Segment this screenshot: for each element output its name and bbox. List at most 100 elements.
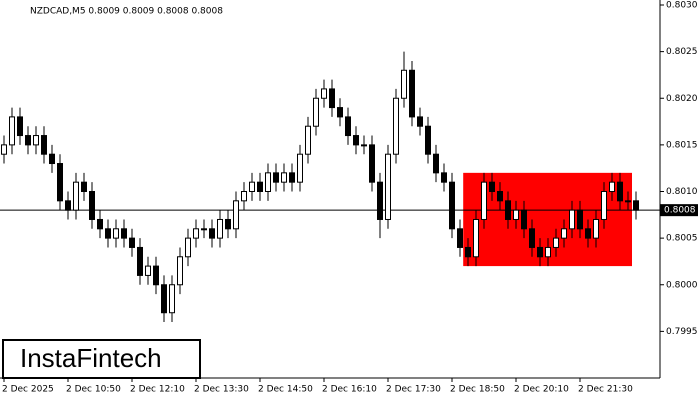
candle-body: [9, 116, 15, 146]
candle-body: [33, 135, 39, 146]
y-tick-label: 0.8020: [666, 94, 698, 104]
candle-body: [153, 265, 159, 286]
candle-body: [401, 69, 407, 99]
candle-body: [561, 228, 567, 239]
plot-area: [0, 51, 660, 323]
candle-body: [121, 228, 127, 239]
candle-body: [513, 209, 519, 220]
candle-body: [201, 228, 207, 231]
candle-body: [281, 172, 287, 183]
candle-body: [41, 135, 47, 155]
x-tick-label: 2 Dec 2025: [2, 385, 54, 395]
candle-body: [217, 218, 223, 239]
candle-body: [609, 181, 615, 193]
candle-body: [377, 181, 383, 220]
candle-body: [345, 116, 351, 137]
candle-body: [393, 97, 399, 155]
candle-body: [385, 153, 391, 220]
x-tick-label: 2 Dec 10:50: [66, 385, 121, 395]
candle-body: [241, 191, 247, 202]
x-tick-label: 2 Dec 14:50: [258, 385, 313, 395]
x-tick-label: 2 Dec 12:10: [130, 385, 185, 395]
candle-body: [145, 265, 151, 276]
y-tick-label: 0.8015: [666, 140, 698, 150]
candle-body: [305, 125, 311, 155]
candle-body: [65, 200, 71, 211]
x-tick-label: 2 Dec 20:10: [514, 385, 569, 395]
candle-body: [249, 181, 255, 193]
watermark: InstaFintech: [20, 343, 162, 373]
candle-body: [457, 228, 463, 248]
candle-body: [105, 228, 111, 239]
x-tick-label: 2 Dec 16:10: [322, 385, 377, 395]
candle-body: [505, 200, 511, 220]
candle-body: [353, 135, 359, 146]
x-tick-label: 2 Dec 13:30: [194, 385, 249, 395]
candle-body: [441, 172, 447, 183]
candle-body: [417, 116, 423, 127]
candle-body: [633, 200, 639, 211]
candle-body: [481, 181, 487, 220]
y-tick-label: 0.8010: [666, 187, 698, 197]
candle-body: [553, 237, 559, 248]
candle-body: [425, 125, 431, 155]
candle-body: [1, 144, 7, 155]
y-tick-label: 0.8030: [666, 1, 698, 11]
candle-body: [25, 135, 31, 146]
x-tick-label: 2 Dec 21:30: [578, 385, 633, 395]
candle-body: [313, 97, 319, 127]
candle-body: [209, 228, 215, 239]
y-tick-label: 0.8025: [666, 47, 698, 57]
y-tick-label: 0.7995: [666, 327, 698, 337]
candle-body: [17, 116, 23, 137]
candle-body: [625, 200, 631, 203]
candle-body: [169, 284, 175, 314]
candle-body: [129, 237, 135, 248]
candle-body: [585, 228, 591, 239]
candle-body: [361, 144, 367, 147]
candle-body: [321, 88, 327, 99]
candle-body: [521, 209, 527, 230]
candle-body: [193, 228, 199, 239]
candle-body: [409, 69, 415, 118]
candle-body: [473, 218, 479, 258]
candle-body: [57, 163, 63, 202]
candle-body: [257, 181, 263, 193]
x-tick-label: 2 Dec 18:50: [450, 385, 505, 395]
candle-body: [233, 200, 239, 230]
candle-body: [465, 246, 471, 258]
candle-body: [449, 181, 455, 230]
candle-body: [433, 153, 439, 174]
candle-body: [601, 191, 607, 220]
candle-body: [89, 191, 95, 220]
candle-body: [529, 228, 535, 248]
chart-title: NZDCAD,M5 0.8009 0.8009 0.8008 0.8008: [30, 7, 223, 17]
y-tick-label: 0.8005: [666, 234, 698, 244]
candle-body: [369, 144, 375, 183]
candle-body: [289, 172, 295, 183]
candle-body: [489, 181, 495, 193]
candle-body: [497, 191, 503, 202]
candle-body: [577, 209, 583, 230]
candle-body: [537, 246, 543, 258]
candle-body: [113, 228, 119, 239]
candle-body: [329, 88, 335, 109]
candle-body: [81, 181, 87, 193]
candle-body: [73, 181, 79, 211]
candle-body: [545, 246, 551, 258]
candle-body: [617, 181, 623, 202]
candle-body: [161, 284, 167, 314]
price-label-box: [660, 204, 698, 217]
candle-body: [49, 153, 55, 165]
candle-body: [569, 209, 575, 230]
candle-body: [177, 256, 183, 286]
candle-body: [265, 172, 271, 193]
x-tick-label: 2 Dec 17:30: [386, 385, 441, 395]
candle-body: [137, 246, 143, 276]
y-tick-label: 0.8000: [666, 280, 698, 290]
candle-body: [185, 237, 191, 258]
candle-body: [273, 172, 279, 183]
candle-body: [337, 107, 343, 118]
candle-body: [593, 218, 599, 239]
